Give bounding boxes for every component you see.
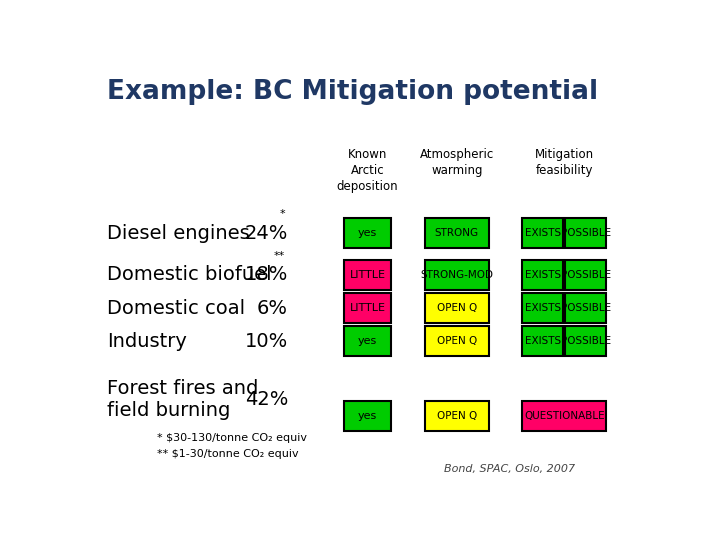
FancyBboxPatch shape [523, 293, 563, 323]
Text: EXISTS: EXISTS [525, 270, 561, 280]
FancyBboxPatch shape [565, 260, 606, 290]
Text: 24%: 24% [245, 224, 288, 242]
FancyBboxPatch shape [523, 326, 563, 356]
Text: QUESTIONABLE: QUESTIONABLE [524, 411, 605, 421]
Text: POSSIBLE: POSSIBLE [561, 336, 611, 346]
Text: Forest fires and
field burning: Forest fires and field burning [107, 380, 258, 420]
Text: 10%: 10% [245, 332, 288, 351]
FancyBboxPatch shape [523, 260, 563, 290]
Text: Industry: Industry [107, 332, 186, 351]
FancyBboxPatch shape [344, 260, 392, 290]
Text: OPEN Q: OPEN Q [437, 411, 477, 421]
Text: Known
Arctic
deposition: Known Arctic deposition [337, 148, 398, 193]
Text: LITTLE: LITTLE [350, 270, 386, 280]
Text: Domestic coal: Domestic coal [107, 299, 245, 318]
Text: Domestic biofuel: Domestic biofuel [107, 265, 271, 284]
FancyBboxPatch shape [344, 293, 392, 323]
Text: **: ** [274, 251, 285, 261]
Text: yes: yes [358, 411, 377, 421]
Text: EXISTS: EXISTS [525, 228, 561, 238]
Text: ** $1-30/tonne CO₂ equiv: ** $1-30/tonne CO₂ equiv [157, 449, 299, 460]
Text: LITTLE: LITTLE [350, 303, 386, 313]
FancyBboxPatch shape [344, 401, 392, 431]
Text: * $30-130/tonne CO₂ equiv: * $30-130/tonne CO₂ equiv [157, 433, 307, 443]
Text: 6%: 6% [257, 299, 288, 318]
Text: Mitigation
feasibility: Mitigation feasibility [535, 148, 594, 177]
Text: OPEN Q: OPEN Q [437, 303, 477, 313]
Text: POSSIBLE: POSSIBLE [561, 303, 611, 313]
FancyBboxPatch shape [425, 293, 489, 323]
Text: yes: yes [358, 336, 377, 346]
Text: STRONG-MOD: STRONG-MOD [420, 270, 493, 280]
Text: STRONG: STRONG [435, 228, 479, 238]
FancyBboxPatch shape [565, 218, 606, 248]
Text: Bond, SPAC, Oslo, 2007: Bond, SPAC, Oslo, 2007 [444, 464, 575, 474]
Text: EXISTS: EXISTS [525, 303, 561, 313]
FancyBboxPatch shape [425, 260, 489, 290]
Text: 18%: 18% [245, 265, 288, 284]
FancyBboxPatch shape [523, 218, 563, 248]
Text: OPEN Q: OPEN Q [437, 336, 477, 346]
FancyBboxPatch shape [565, 326, 606, 356]
FancyBboxPatch shape [425, 326, 489, 356]
FancyBboxPatch shape [425, 218, 489, 248]
Text: yes: yes [358, 228, 377, 238]
FancyBboxPatch shape [523, 401, 606, 431]
FancyBboxPatch shape [425, 401, 489, 431]
FancyBboxPatch shape [344, 326, 392, 356]
Text: POSSIBLE: POSSIBLE [561, 228, 611, 238]
Text: Example: BC Mitigation potential: Example: BC Mitigation potential [107, 79, 598, 105]
Text: POSSIBLE: POSSIBLE [561, 270, 611, 280]
Text: EXISTS: EXISTS [525, 336, 561, 346]
FancyBboxPatch shape [344, 218, 392, 248]
FancyBboxPatch shape [565, 293, 606, 323]
Text: Atmospheric
warming: Atmospheric warming [420, 148, 494, 177]
Text: *: * [279, 210, 285, 219]
Text: 42%: 42% [245, 390, 288, 409]
Text: Diesel engines: Diesel engines [107, 224, 250, 242]
